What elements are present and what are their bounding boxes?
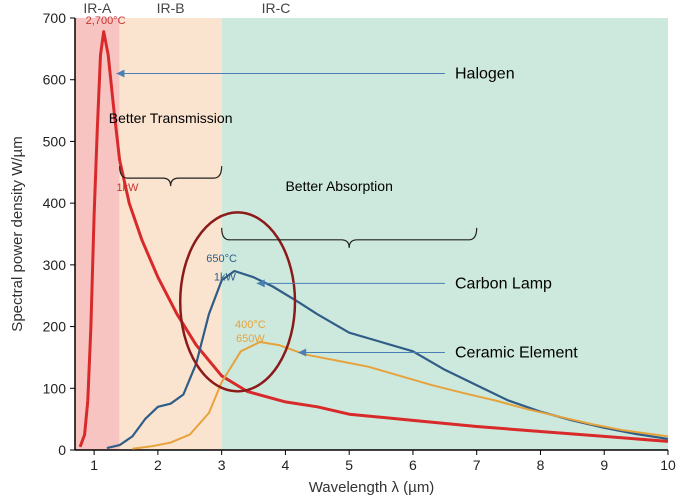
x-tick: 1: [90, 457, 98, 473]
y-axis-label: Spectral power density W/µm: [9, 136, 26, 331]
y-tick: 500: [43, 133, 67, 149]
y-tick: 200: [43, 319, 67, 335]
ceramic-temp: 400°C: [235, 319, 266, 331]
y-tick: 100: [43, 380, 67, 396]
halogen-temp: 2,700°C: [86, 15, 126, 27]
x-tick: 4: [282, 457, 290, 473]
x-tick: 8: [537, 457, 545, 473]
legend-halogen: Halogen: [455, 66, 515, 83]
transmission-label: Better Transmission: [109, 110, 233, 126]
chart-svg: IR-A IR-B IR-C 0 100 200 300 400 500 600 700 1 2 3 4 5 6…: [0, 0, 686, 504]
legend-ceramic: Ceramic Element: [455, 344, 578, 361]
y-tick: 600: [43, 72, 67, 88]
carbon-power: 1kW: [214, 271, 237, 283]
region-IR-A: [75, 18, 120, 450]
legend-carbon: Carbon Lamp: [455, 275, 552, 292]
carbon-temp: 650°C: [206, 253, 237, 265]
region-IR-B: [120, 18, 222, 450]
x-tick: 6: [409, 457, 417, 473]
halogen-power: 1kW: [116, 182, 139, 194]
chart-container: { "chart": { "type": "line", "width": 68…: [0, 0, 686, 504]
region-label-irb: IR-B: [157, 0, 185, 16]
x-axis-label: Wavelength λ (µm): [309, 479, 435, 496]
region-IR-C: [222, 18, 668, 450]
region-label-irc: IR-C: [262, 0, 291, 16]
x-tick: 5: [345, 457, 353, 473]
x-tick: 9: [600, 457, 608, 473]
y-tick: 0: [58, 442, 66, 458]
ceramic-power: 650W: [236, 333, 265, 345]
x-tick: 10: [660, 457, 676, 473]
absorption-label: Better Absorption: [285, 178, 392, 194]
y-tick: 400: [43, 195, 67, 211]
y-tick: 700: [43, 10, 67, 26]
x-tick: 7: [473, 457, 481, 473]
x-tick: 3: [218, 457, 226, 473]
x-tick: 2: [154, 457, 162, 473]
y-tick: 300: [43, 257, 67, 273]
region-label-ira: IR-A: [83, 0, 112, 16]
